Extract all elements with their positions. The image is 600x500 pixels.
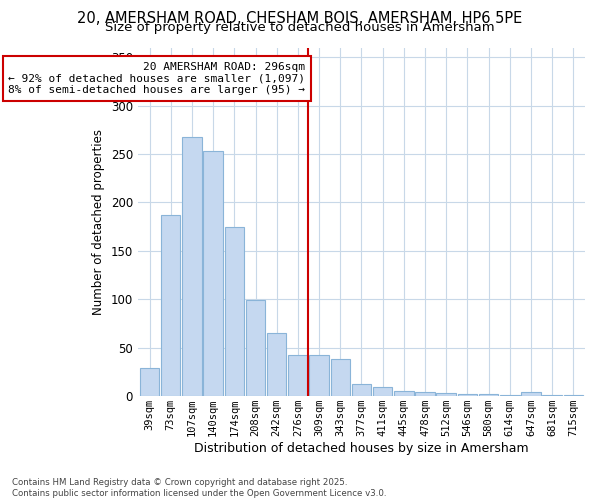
Text: Size of property relative to detached houses in Amersham: Size of property relative to detached ho… [105, 22, 495, 35]
Bar [394, 392, 413, 396]
Text: Contains HM Land Registry data © Crown copyright and database right 2025.
Contai: Contains HM Land Registry data © Crown c… [12, 478, 386, 498]
Bar [182, 136, 202, 396]
Bar [331, 360, 350, 396]
Text: 20 AMERSHAM ROAD: 296sqm
← 92% of detached houses are smaller (1,097)
8% of semi: 20 AMERSHAM ROAD: 296sqm ← 92% of detach… [8, 62, 305, 95]
Bar [203, 151, 223, 396]
Y-axis label: Number of detached properties: Number of detached properties [92, 129, 105, 315]
Bar [500, 395, 520, 396]
Bar [288, 356, 308, 396]
Bar [479, 394, 499, 396]
Text: 20, AMERSHAM ROAD, CHESHAM BOIS, AMERSHAM, HP6 5PE: 20, AMERSHAM ROAD, CHESHAM BOIS, AMERSHA… [77, 11, 523, 26]
Bar [352, 384, 371, 396]
Bar [415, 392, 435, 396]
Bar [161, 215, 181, 396]
Bar [224, 226, 244, 396]
Bar [140, 368, 160, 396]
Bar [521, 392, 541, 396]
Bar [458, 394, 477, 396]
Bar [563, 395, 583, 396]
Bar [267, 333, 286, 396]
Bar [373, 388, 392, 396]
Bar [436, 394, 456, 396]
Bar [542, 395, 562, 396]
Bar [246, 300, 265, 396]
Bar [310, 356, 329, 396]
X-axis label: Distribution of detached houses by size in Amersham: Distribution of detached houses by size … [194, 442, 529, 455]
